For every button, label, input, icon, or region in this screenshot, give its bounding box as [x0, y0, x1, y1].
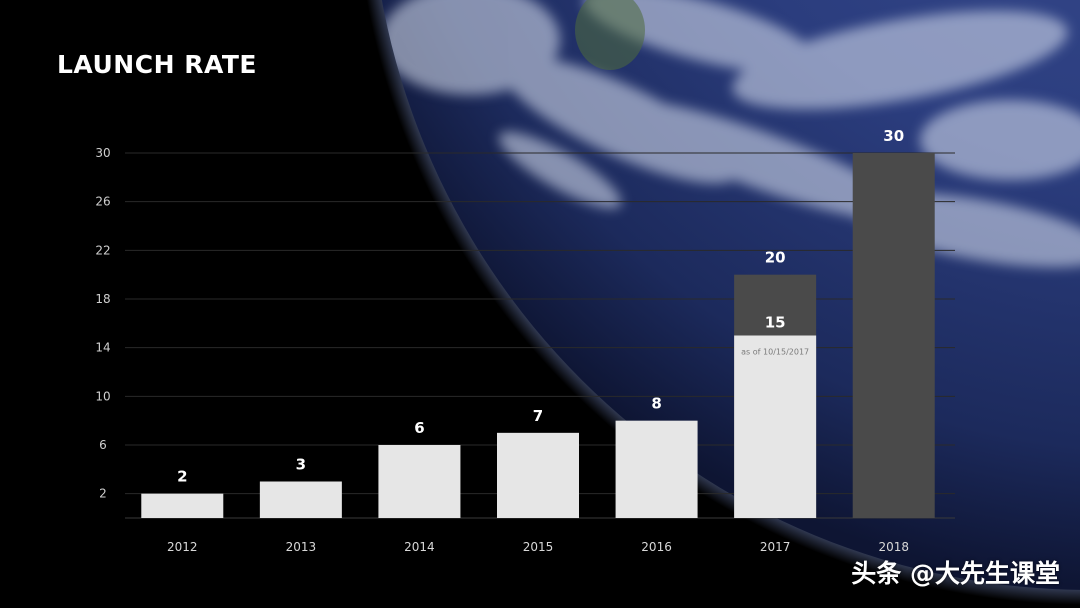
x-axis-ticks: 2012 2013 2014 2015 2016 2017 2018	[167, 540, 909, 554]
bar-projected-2018	[852, 153, 935, 518]
x-tick-label-2013: 2013	[286, 540, 317, 554]
bar-actual-2012	[141, 493, 224, 518]
y-tick-label: 10	[95, 389, 110, 403]
data-labels: 2 3 6 7 8 15 20 30 as of 10/15/2017	[177, 127, 904, 486]
bars	[141, 153, 935, 518]
x-tick-label-2014: 2014	[404, 540, 435, 554]
y-tick-label: 30	[95, 146, 110, 160]
bar-actual-2017	[734, 335, 817, 518]
y-tick-label: 6	[99, 438, 107, 452]
data-label-2014: 6	[414, 419, 424, 437]
bar-actual-2013	[259, 481, 342, 518]
y-tick-label: 2	[99, 487, 107, 501]
bar-actual-2014	[378, 445, 461, 518]
data-label-2012: 2	[177, 468, 187, 486]
y-tick-label: 14	[95, 341, 110, 355]
x-tick-label-2018: 2018	[878, 540, 909, 554]
data-label-2018: 30	[883, 127, 904, 145]
y-tick-label: 18	[95, 292, 110, 306]
x-tick-label-2015: 2015	[523, 540, 554, 554]
bar-actual-2015	[497, 432, 579, 518]
x-tick-label-2016: 2016	[641, 540, 672, 554]
data-label-2017: 15	[765, 314, 786, 332]
chart-title: LAUNCH RATE	[57, 50, 257, 79]
y-tick-label: 22	[95, 243, 110, 257]
data-label-2013: 3	[296, 456, 306, 474]
data-label-2016: 8	[651, 395, 661, 413]
projected-label-2017: 20	[765, 249, 786, 267]
y-tick-label: 26	[95, 195, 110, 209]
annotation-as-of: as of 10/15/2017	[741, 348, 809, 357]
data-label-2015: 7	[533, 407, 543, 425]
bar-actual-2016	[615, 420, 698, 518]
watermark-text: 头条 @大先生课堂	[851, 559, 1060, 588]
x-tick-label-2012: 2012	[167, 540, 198, 554]
x-tick-label-2017: 2017	[760, 540, 791, 554]
